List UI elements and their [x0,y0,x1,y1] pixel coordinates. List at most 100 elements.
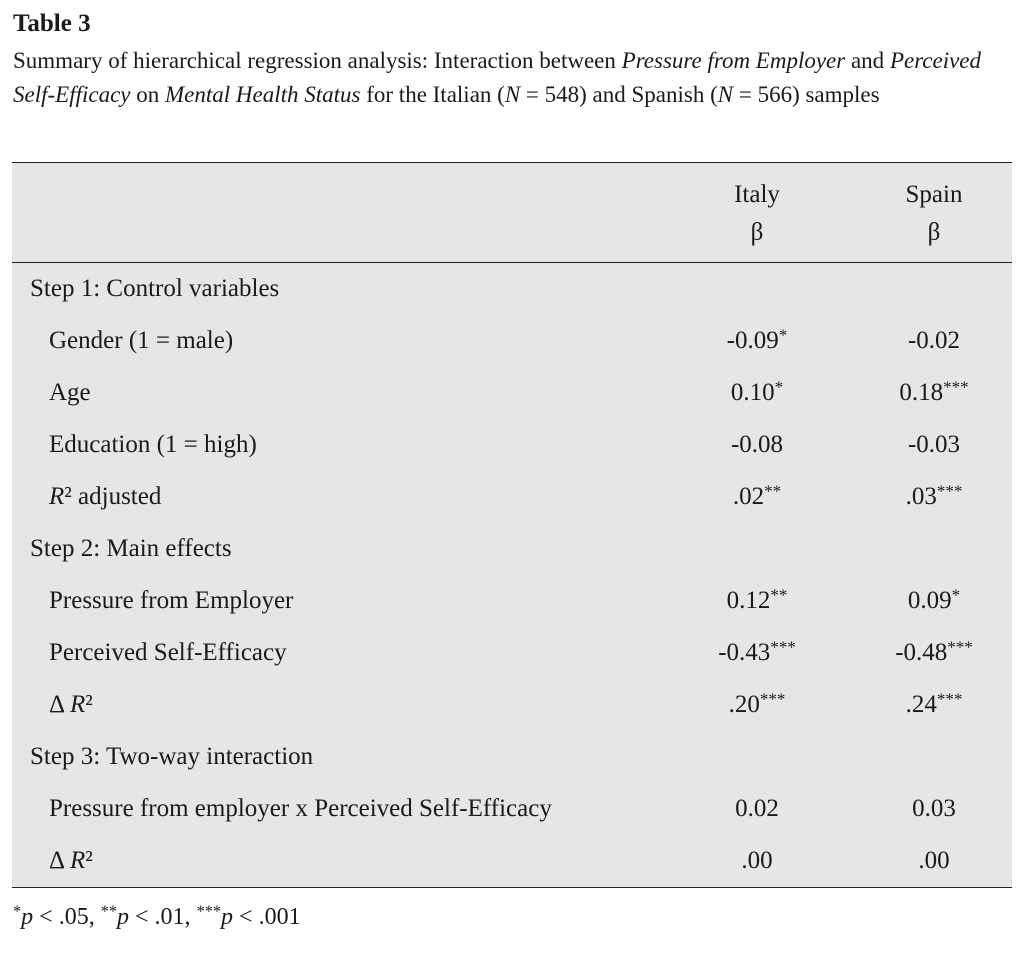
data-row: Gender (1 = male) -0.09* -0.02 [12,315,1012,367]
cell: -0.02 [856,315,1012,367]
italic-text: p [221,904,234,930]
section-title: Step 1: Control variables [30,274,280,302]
row-label: Education (1 = high) [12,419,658,471]
italic-text: Pressure from Employer [621,48,846,73]
cell: -0.48*** [856,627,1012,679]
italic-text: R [69,846,86,874]
text: Age [49,378,91,406]
table-caption: Summary of hierarchical regression analy… [13,44,1013,112]
text: = 566) samples [733,82,880,107]
text: < .001 [233,904,301,930]
superscript: * [13,901,22,921]
cell: -0.03 [856,419,1012,471]
text: 0.02 [735,794,779,822]
text: 0.18 [899,378,944,406]
italic-text: R [69,690,86,718]
text: Δ [49,690,70,718]
text: 0.09 [907,586,952,614]
text: -0.48 [895,638,948,666]
row-label: Δ R² [12,835,658,887]
column-header: Italy β [658,163,856,262]
row-label: Pressure from Employer [12,575,658,627]
text: 0.12 [726,586,771,614]
superscript: *** [936,688,963,708]
text: Perceived Self-Efficacy [49,638,287,666]
text: -0.09 [726,326,779,354]
italic-text: Perceived Self-Efficacy [13,48,982,107]
table-body: Step 1: Control variables Gender (1 = mal… [12,262,1012,887]
text: Gender (1 = male) [49,326,234,354]
column-subheader: β [927,218,941,246]
cell: 0.09* [856,575,1012,627]
italic-text: R [49,482,65,510]
italic-text: Mental Health Status [165,82,361,107]
text: .20 [728,690,760,718]
header-blank [12,163,658,262]
text: ² [85,846,93,874]
superscript: *** [759,688,786,708]
text: .00 [918,846,950,874]
text: 0.10 [730,378,775,406]
text: < .01, [129,904,197,930]
section-title: Step 2: Main effects [30,534,232,562]
section-row: Step 3: Two-way interaction [12,731,1012,783]
table-header: Italy β Spain β [12,163,1012,262]
cell: .00 [856,835,1012,887]
header-row: Italy β Spain β [12,163,1012,262]
text: for the Italian ( [360,82,505,107]
column-name: Italy [734,180,780,208]
row-label: Gender (1 = male) [12,315,658,367]
cell: 0.12** [658,575,856,627]
row-label: Age [12,367,658,419]
text: ² adjusted [64,482,162,510]
superscript: *** [770,636,796,656]
cell: -0.08 [658,419,856,471]
text: 0.03 [912,794,956,822]
cell: 0.18*** [856,367,1012,419]
data-row: Age 0.10* 0.18*** [12,367,1012,419]
data-row: Δ R² .20*** .24*** [12,679,1012,731]
superscript: ** [764,480,782,500]
italic-text: p [21,904,34,930]
superscript: ** [770,584,788,604]
cell: .24*** [856,679,1012,731]
superscript: * [951,584,961,604]
section-row: Step 2: Main effects [12,523,1012,575]
text: Pressure from Employer [49,586,294,614]
superscript: *** [936,480,963,500]
cell: -0.09* [658,315,856,367]
cell: 0.02 [658,783,856,835]
text: .24 [905,690,937,718]
text: Pressure from employer x Perceived Self-… [49,794,552,822]
column-name: Spain [905,180,963,208]
text: < .05, [33,904,101,930]
superscript: * [778,324,788,344]
superscript: * [774,376,784,396]
italic-text: N [504,82,521,107]
text: ² [85,690,93,718]
text: Education (1 = high) [49,430,257,458]
data-row: R² adjusted .02** .03*** [12,471,1012,523]
text: and [845,48,890,73]
text: = 548) and Spanish ( [520,82,718,107]
cell: .20*** [658,679,856,731]
row-label: Δ R² [12,679,658,731]
text: .02 [732,482,765,510]
table-title: Table 3 [13,10,91,37]
section-title: Step 3: Two-way interaction [30,742,314,770]
superscript: *** [947,636,973,656]
cell: .00 [658,835,856,887]
superscript: *** [196,901,222,921]
text: Δ [49,846,70,874]
regression-table: Italy β Spain β Step 1: Control variables Ge… [12,163,1012,887]
text: on [130,82,165,107]
text: .00 [741,846,773,874]
text: Summary of hierarchical regression analy… [13,48,622,73]
italic-text: N [717,82,734,107]
cell: .02** [658,471,856,523]
row-label: Pressure from employer x Perceived Self-… [12,783,658,835]
text: -0.43 [718,638,771,666]
superscript: *** [943,376,969,396]
italic-text: p [117,904,130,930]
